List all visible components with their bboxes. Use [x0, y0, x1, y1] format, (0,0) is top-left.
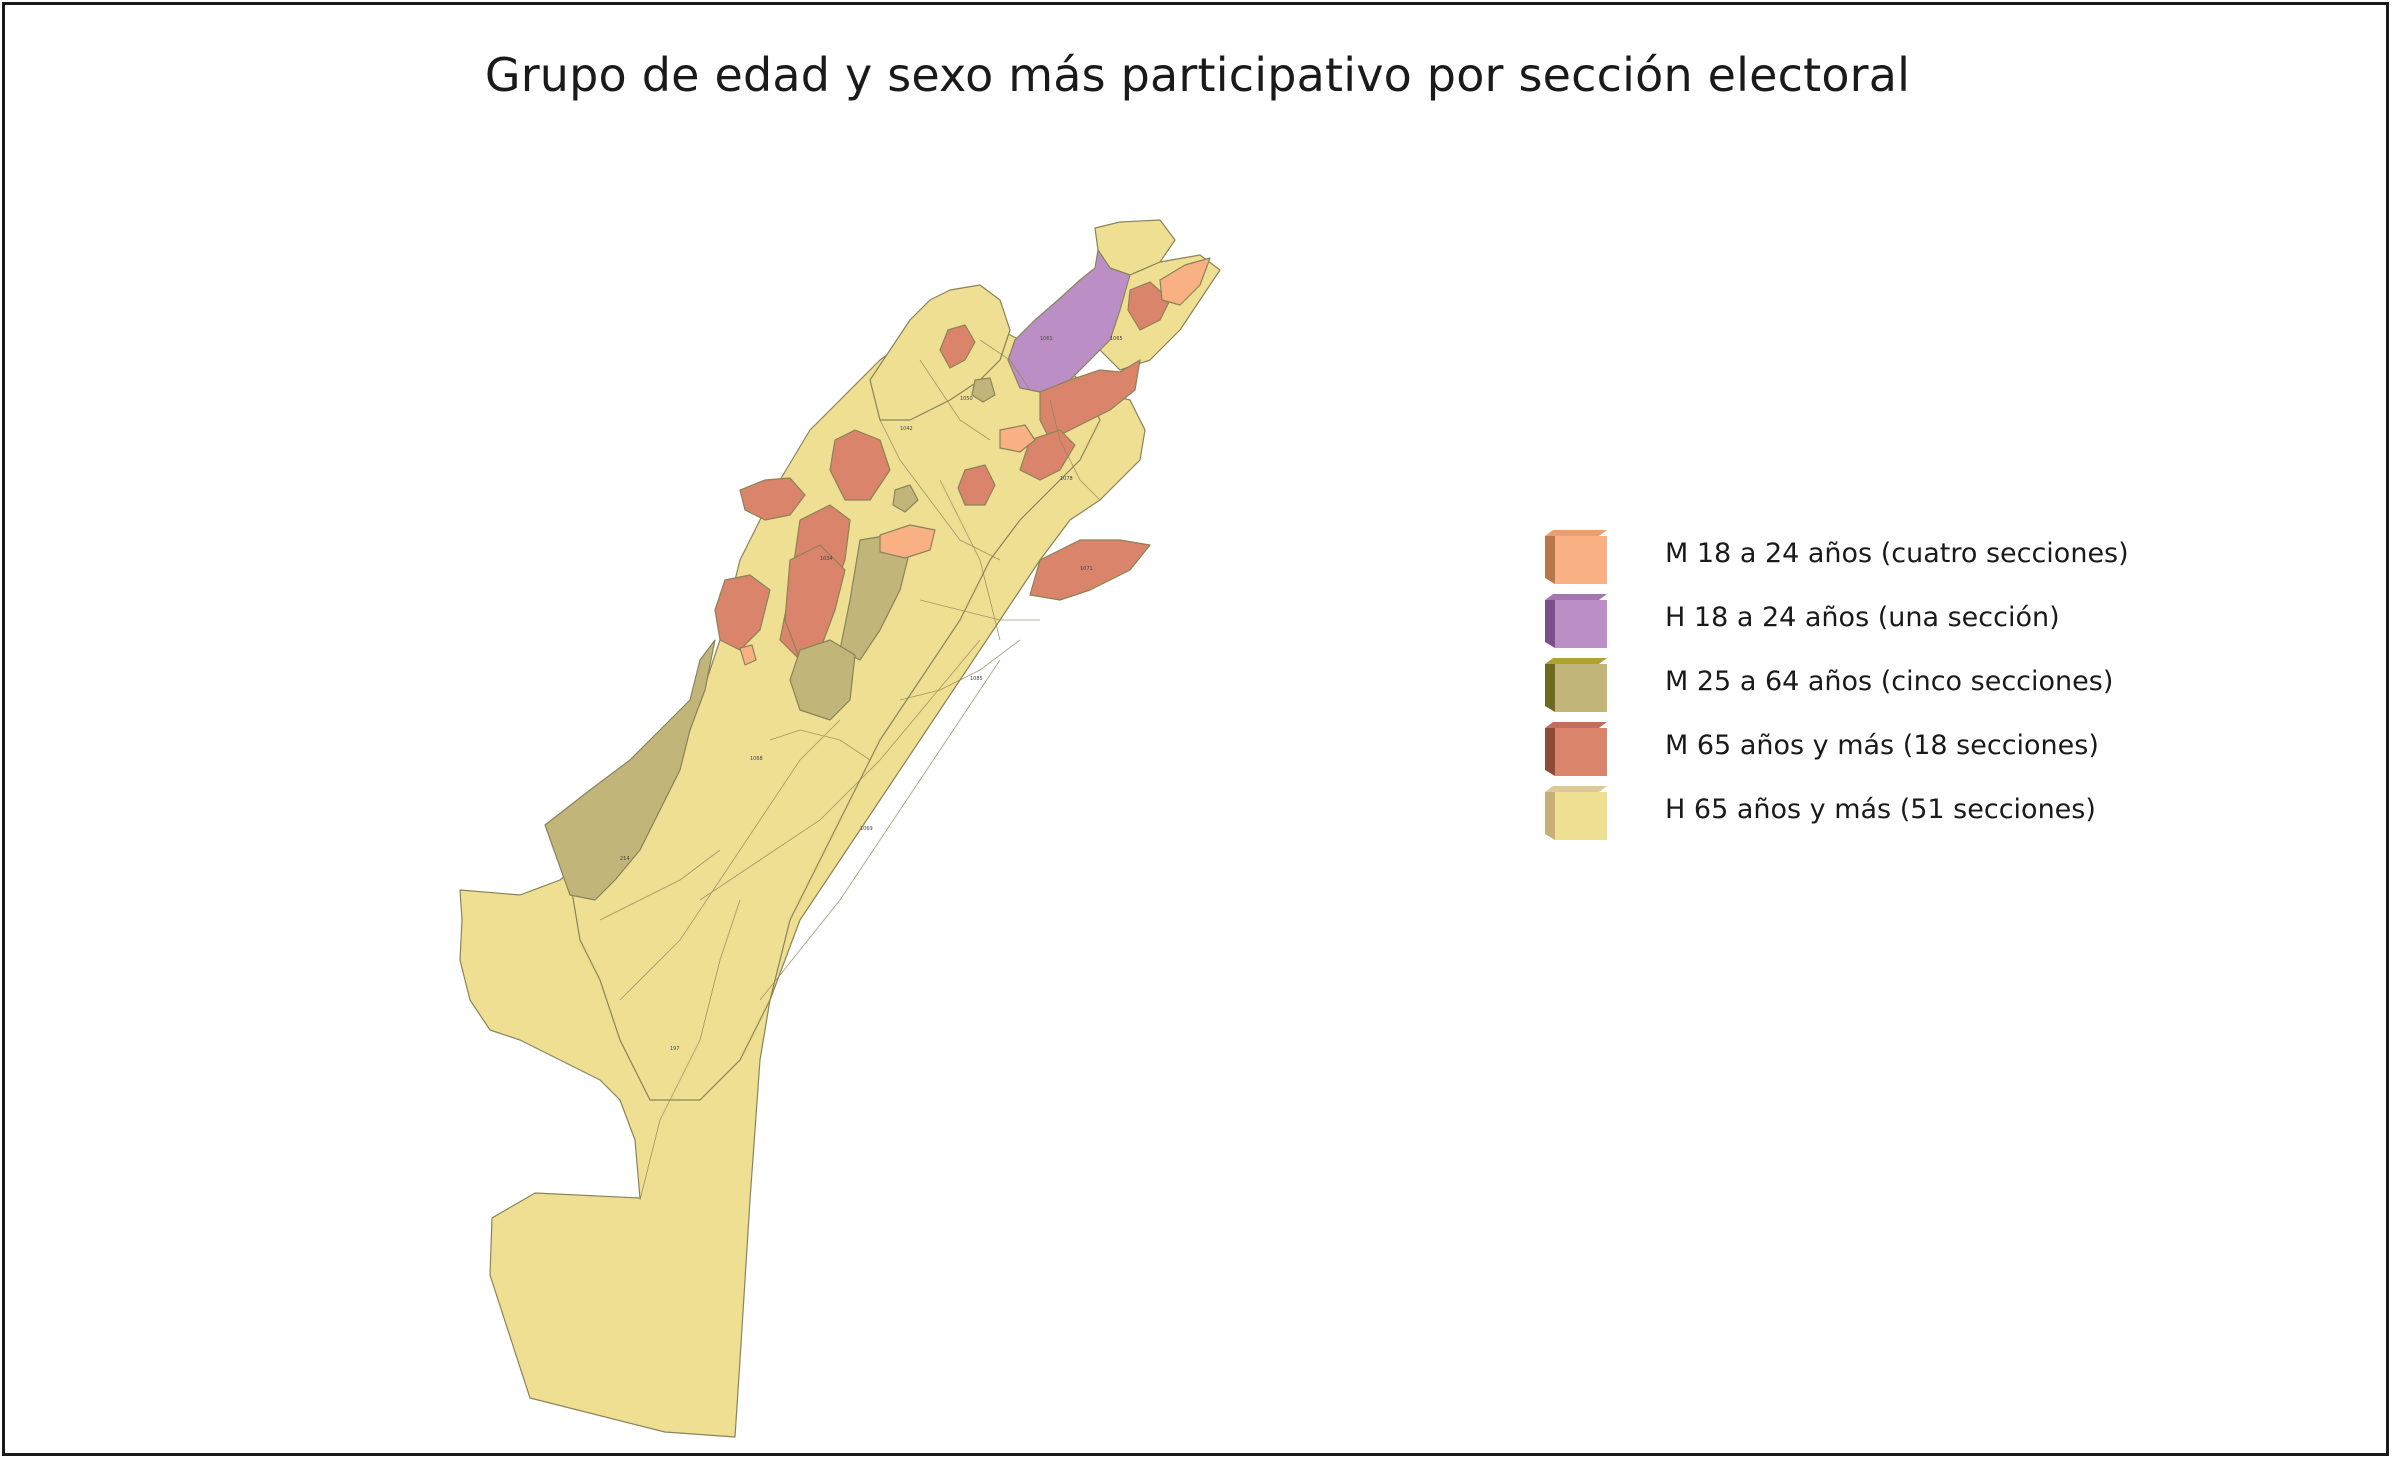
svg-text:1065: 1065 [1110, 336, 1123, 342]
legend-label-h65: H 65 años y más (51 secciones) [1665, 794, 2096, 825]
section-number-labels: 197 214 1068 1069 1085 1078 1065 1061 10… [620, 336, 1123, 1052]
svg-text:1068: 1068 [750, 756, 763, 762]
section-m18-24-c [1159, 257, 1211, 306]
svg-text:1078: 1078 [1060, 476, 1073, 482]
section-m25-64-a [544, 639, 716, 901]
svg-text:1061: 1061 [1040, 336, 1053, 342]
section-m65-g [714, 574, 771, 651]
legend-swatch-m25-64 [1545, 658, 1607, 712]
legend-swatch-h65 [1545, 786, 1607, 840]
section-m65-h [784, 544, 846, 661]
legend-label-m25-64: M 25 a 64 años (cinco secciones) [1665, 666, 2114, 697]
legend-label-h18-24: H 18 a 24 años (una sección) [1665, 602, 2060, 633]
section-m18-24-d [739, 644, 757, 666]
svg-text:1071: 1071 [1080, 566, 1093, 572]
svg-text:1034: 1034 [820, 556, 833, 562]
legend-swatch-m65 [1545, 722, 1607, 776]
section-m65-c [939, 324, 976, 369]
svg-text:1069: 1069 [860, 826, 873, 832]
section-m18-24-a [879, 524, 936, 559]
svg-text:214: 214 [620, 856, 630, 862]
section-m65-j [957, 464, 996, 506]
legend-swatch-m18-24 [1545, 530, 1607, 584]
section-m25-64-e [971, 377, 996, 403]
svg-text:1042: 1042 [900, 426, 913, 432]
section-m65-i [1029, 539, 1151, 601]
section-m25-64-d [892, 484, 919, 513]
section-boundaries [599, 339, 1101, 1201]
section-m65-e [739, 477, 806, 521]
map-title: Grupo de edad y sexo más participativo p… [484, 48, 1911, 102]
svg-text:1050: 1050 [960, 396, 973, 402]
legend-swatch-h18-24 [1545, 594, 1607, 648]
section-m65-k [1127, 281, 1171, 331]
svg-text:197: 197 [670, 1046, 680, 1052]
section-h65-north [869, 284, 1011, 421]
section-m18-24-b [999, 424, 1036, 453]
legend-label-m65: M 65 años y más (18 secciones) [1665, 730, 2099, 761]
legend-label-m18-24: M 18 a 24 años (cuatro secciones) [1665, 538, 2129, 569]
section-h18-24 [1007, 249, 1131, 393]
svg-text:1085: 1085 [970, 676, 983, 682]
section-m25-64-c [789, 639, 856, 721]
section-m65-d [829, 429, 891, 501]
